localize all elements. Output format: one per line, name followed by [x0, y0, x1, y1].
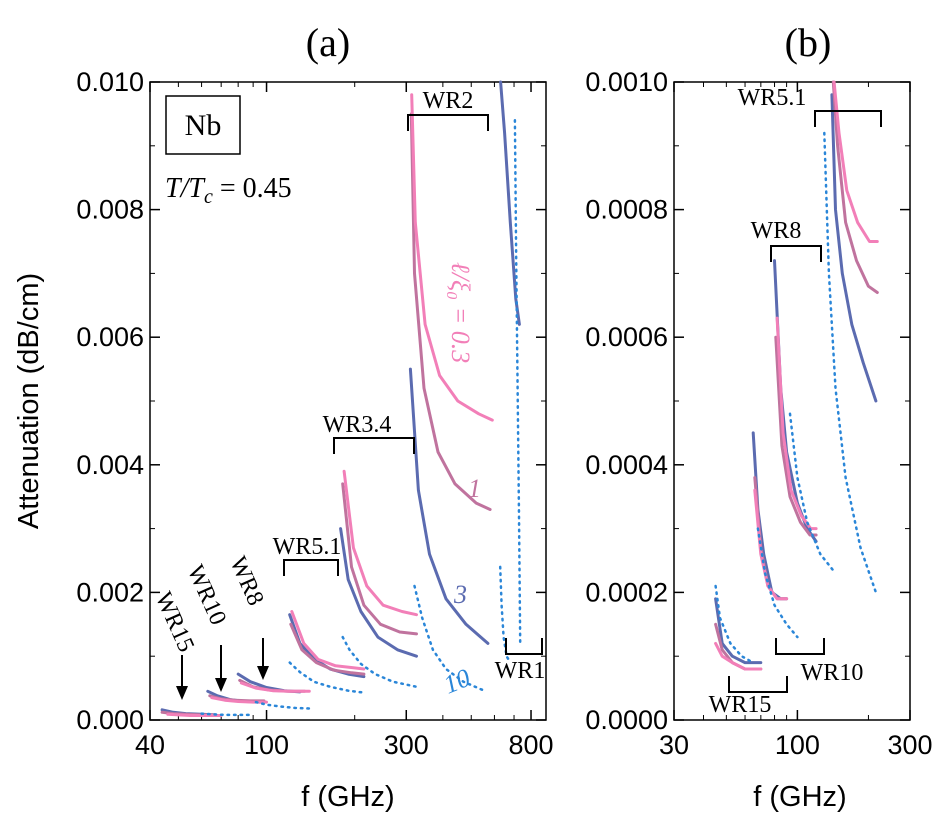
- series-pink-segment-0-0: [166, 712, 223, 717]
- y-axis-title: Attenuation (dB/cm): [13, 273, 45, 529]
- series-pink-segment-0-5: [410, 93, 494, 422]
- series-pink-segment-1-3: [832, 80, 879, 243]
- x-tick-label-1-1: 100: [775, 730, 820, 760]
- material-label: Nb: [185, 109, 222, 142]
- y-tick-label-1-5: 0.0010: [585, 67, 668, 97]
- bracket-wr1-0: [505, 638, 543, 655]
- label-wr15-1: WR15: [709, 692, 772, 718]
- series-mauve-segment-0-3: [289, 622, 366, 676]
- x-tick-label-0-1: 100: [244, 730, 289, 760]
- series-slate-segment-0-4: [339, 527, 418, 658]
- series-dotted-segment-0-1: [254, 700, 311, 710]
- series-dotted-segment-1-1: [756, 527, 799, 639]
- series-mauve-segment-1-2: [774, 335, 818, 537]
- series-dotted-segment-1-3: [823, 131, 878, 594]
- label-wr10-1: WR10: [801, 660, 864, 686]
- series-dotted-segment-0-2: [288, 661, 366, 694]
- series-pink-segment-1-0: [714, 641, 763, 671]
- series-mauve-segment-0-5: [409, 112, 492, 511]
- series-dotted-segment-0-6: [513, 119, 522, 645]
- temperature-value: = 0.45: [213, 173, 292, 204]
- bracket-wr15-1: [728, 676, 788, 693]
- series-dotted-segment-1-0: [714, 584, 755, 664]
- material-box: [165, 95, 241, 155]
- bracket-wr5-1-1: [814, 110, 882, 127]
- series-dotted-segment-1-2: [788, 412, 837, 575]
- bracket-wr2-0: [407, 114, 489, 131]
- y-tick-label-1-1: 0.0002: [585, 577, 668, 607]
- curve-label-1: 1: [468, 474, 481, 503]
- y-tick-label-1-2: 0.0004: [585, 450, 668, 480]
- x-tick-label-0-2: 300: [384, 730, 429, 760]
- label-wr15: WR15: [150, 588, 199, 656]
- label-wr2-0: WR2: [423, 88, 474, 114]
- temperature-ratio: T/T: [165, 173, 206, 204]
- series-pink-segment-0-3: [290, 610, 366, 671]
- series-pink-segment-0-4: [342, 469, 418, 617]
- label-wr8: WR8: [224, 553, 268, 610]
- label-wr3-4-0: WR3.4: [323, 412, 392, 438]
- x-axis-title-b: f (GHz): [753, 781, 846, 813]
- series-slate-segment-1-0: [714, 597, 763, 665]
- label-wr1-0: WR1: [495, 658, 546, 684]
- bracket-wr3-4-0: [333, 437, 415, 454]
- temperature-label: T/Tc = 0.45: [165, 173, 292, 208]
- x-axis-title-a: f (GHz): [301, 781, 394, 813]
- series-a: [160, 80, 522, 717]
- label-wr5-1-0: WR5.1: [273, 534, 342, 560]
- panel-label-b: (b): [785, 20, 832, 65]
- panel-label-a: (a): [306, 20, 350, 65]
- series-dotted-segment-0-3: [341, 635, 418, 689]
- ticks-a: 0.000 0.002 0.004 0.006 0.008 0.010 40 100 300 80…: [76, 67, 553, 760]
- y-tick-label-1-0: 0.0000: [585, 705, 668, 735]
- y-tick-label-0-0: 0.000: [76, 705, 144, 735]
- arrowhead-wr15: [176, 686, 188, 700]
- bracket-wr8-1: [770, 245, 822, 262]
- y-tick-label-0-2: 0.004: [76, 450, 144, 480]
- curve-label-0-3: ℓ/ξ₀ = 0.3: [446, 262, 475, 363]
- x-tick-label-1-2: 300: [887, 730, 932, 760]
- y-tick-label-0-5: 0.010: [76, 67, 144, 97]
- bracket-wr10-1: [775, 638, 825, 655]
- series-dotted-segment-0-4: [413, 584, 487, 693]
- y-tick-label-0-4: 0.008: [76, 195, 144, 225]
- series-b: [714, 80, 879, 671]
- series-mauve-segment-0-4: [341, 482, 418, 636]
- arrowhead-wr10: [215, 678, 227, 692]
- ticks-b: 0.0000 0.0002 0.0004 0.0006 0.0008 0.0010 30 10…: [585, 67, 932, 760]
- arrowhead-wr8: [257, 666, 269, 680]
- waveguide-brackets-b: WR5.1 WR8 WR10 WR15: [709, 85, 882, 718]
- bracket-wr5-1-0: [283, 559, 339, 576]
- series-dotted-segment-0-5: [498, 565, 512, 664]
- panel-b: (b) 0.0000 0.0002 0.0004 0.0006 0.0008 0.0010…: [585, 20, 932, 813]
- curve-label-10: 10: [439, 663, 474, 700]
- x-tick-label-1-0: 30: [659, 730, 689, 760]
- series-pink-segment-0-2: [239, 681, 311, 693]
- curve-label-3: 3: [453, 580, 467, 609]
- temperature-subscript: c: [204, 186, 213, 208]
- label-wr8-1: WR8: [751, 218, 802, 244]
- panel-a: (a) 0.000 0.002 0.004 0.006 0.008 0.010 40 100 3…: [13, 20, 554, 813]
- series-slate-segment-1-3: [830, 93, 878, 403]
- y-tick-label-0-1: 0.002: [76, 577, 144, 607]
- y-tick-label-1-3: 0.0006: [585, 322, 668, 352]
- series-mauve-segment-1-3: [831, 80, 879, 294]
- series-dotted-segment-0-0: [200, 712, 255, 717]
- series-slate-segment-0-5: [408, 367, 490, 645]
- x-tick-label-0-0: 40: [135, 730, 165, 760]
- series-pink-segment-1-2: [775, 316, 818, 531]
- y-tick-label-0-3: 0.006: [76, 322, 144, 352]
- series-slate-segment-0-6: [499, 80, 521, 326]
- x-tick-label-0-3: 800: [508, 730, 553, 760]
- label-wr10: WR10: [182, 561, 231, 629]
- label-wr5-1-1: WR5.1: [738, 85, 807, 111]
- y-tick-label-1-4: 0.0008: [585, 195, 668, 225]
